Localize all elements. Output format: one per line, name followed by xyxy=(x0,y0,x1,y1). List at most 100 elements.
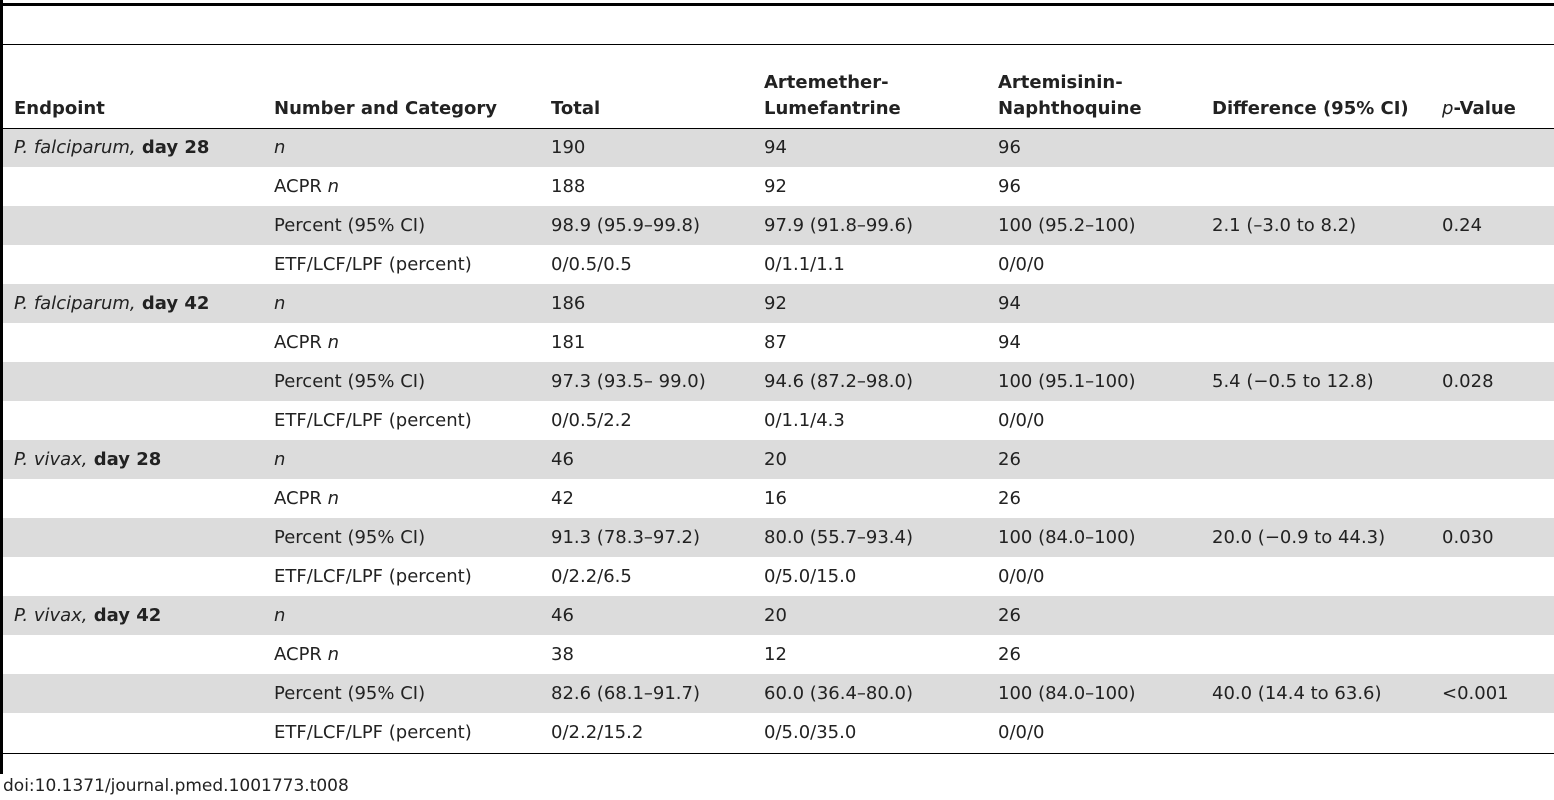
header-row: Endpoint Number and Category Total Artem… xyxy=(3,51,1554,129)
category-text: Percent (95% CI) xyxy=(274,682,426,704)
cell-endpoint: P. vivax, day 42 xyxy=(3,596,263,635)
table-row: ETF/LCF/LPF (percent) 0/2.2/6.5 0/5.0/15.0… xyxy=(3,557,1554,596)
category-text: ETF/LCF/LPF (percent) xyxy=(274,253,472,275)
cell-p-value: 0.030 xyxy=(1431,518,1554,557)
table-row: P. falciparum, day 28 n 190 94 96 xyxy=(3,128,1554,167)
top-rule xyxy=(0,3,1554,6)
cell-total: 97.3 (93.5– 99.0) xyxy=(540,362,753,401)
cell-total: 42 xyxy=(551,487,574,509)
cell-artemisinin-naphthoquine: 0/0/0 xyxy=(998,409,1045,431)
table-frame xyxy=(0,0,3,774)
cell-p-value xyxy=(1431,284,1554,323)
cell-category: n xyxy=(263,128,540,167)
category-text: Percent (95% CI) xyxy=(274,214,426,236)
cell-artemether-lumefantrine: 0/1.1/1.1 xyxy=(764,253,845,275)
cell-difference xyxy=(1201,128,1431,167)
cell-p-value: 0.24 xyxy=(1431,206,1554,245)
cell-difference: 5.4 (−0.5 to 12.8) xyxy=(1201,362,1431,401)
header-p-value: p-Value xyxy=(1431,51,1554,129)
cell-category: Percent (95% CI) xyxy=(263,206,540,245)
cell-endpoint xyxy=(3,557,263,596)
header-p-italic: p xyxy=(1442,97,1454,119)
cell-total: 38 xyxy=(551,643,574,665)
cell-artemether-lumefantrine: 87 xyxy=(764,331,787,353)
header-endpoint: Endpoint xyxy=(3,51,263,129)
cell-artemisinin-naphthoquine: 100 (95.1–100) xyxy=(987,362,1201,401)
cell-category: ACPR n xyxy=(263,635,540,674)
cell-artemisinin-naphthoquine: 100 (95.2–100) xyxy=(987,206,1201,245)
cell-difference xyxy=(1201,323,1431,362)
table-row: ETF/LCF/LPF (percent) 0/0.5/0.5 0/1.1/1.1 0… xyxy=(3,245,1554,284)
cell-difference xyxy=(1201,284,1431,323)
cell-endpoint xyxy=(3,245,263,284)
table-row: ETF/LCF/LPF (percent) 0/0.5/2.2 0/1.1/4.3 0… xyxy=(3,401,1554,440)
header-number-category: Number and Category xyxy=(263,51,540,129)
cell-p-value xyxy=(1431,557,1554,596)
cell-endpoint xyxy=(3,635,263,674)
cell-total: 46 xyxy=(540,440,753,479)
cell-total: 0/2.2/15.2 xyxy=(551,721,644,743)
cell-category: ETF/LCF/LPF (percent) xyxy=(263,557,540,596)
cell-difference xyxy=(1201,245,1431,284)
cell-p-value xyxy=(1431,479,1554,518)
cell-artemisinin-naphthoquine: 94 xyxy=(998,331,1021,353)
category-text: ACPR xyxy=(274,331,328,353)
cell-difference xyxy=(1201,596,1431,635)
cell-p-value xyxy=(1431,245,1554,284)
cell-difference xyxy=(1201,167,1431,206)
header-difference: Difference (95% CI) xyxy=(1201,51,1431,129)
category-text: Percent (95% CI) xyxy=(274,526,426,548)
cell-difference xyxy=(1201,557,1431,596)
cell-artemether-lumefantrine: 0/1.1/4.3 xyxy=(764,409,845,431)
cell-category: ETF/LCF/LPF (percent) xyxy=(263,401,540,440)
endpoint-day: day 42 xyxy=(135,292,210,314)
cell-difference xyxy=(1201,479,1431,518)
endpoint-species: P. vivax, xyxy=(14,604,88,626)
cell-artemether-lumefantrine: 16 xyxy=(764,487,787,509)
cell-endpoint xyxy=(3,674,263,713)
table-row: ACPR n 42 16 26 xyxy=(3,479,1554,518)
cell-total: 181 xyxy=(551,331,586,353)
cell-endpoint xyxy=(3,206,263,245)
cell-total: 0/0.5/0.5 xyxy=(551,253,632,275)
doi-footer: doi:10.1371/journal.pmed.1001773.t008 xyxy=(3,776,349,796)
cell-artemether-lumefantrine: 94 xyxy=(753,128,987,167)
cell-total: 82.6 (68.1–91.7) xyxy=(540,674,753,713)
category-text: ETF/LCF/LPF (percent) xyxy=(274,565,472,587)
category-n: n xyxy=(274,604,286,626)
cell-artemisinin-naphthoquine: 26 xyxy=(998,487,1021,509)
category-n: n xyxy=(274,448,286,470)
cell-total: 188 xyxy=(551,175,586,197)
table-row: ACPR n 38 12 26 xyxy=(3,635,1554,674)
header-artemether-lumefantrine: Artemether-Lumefantrine xyxy=(753,51,987,129)
cell-difference xyxy=(1201,635,1431,674)
cell-endpoint xyxy=(3,167,263,206)
cell-endpoint: P. falciparum, day 42 xyxy=(3,284,263,323)
cell-total: 0/0.5/2.2 xyxy=(551,409,632,431)
category-text: ETF/LCF/LPF (percent) xyxy=(274,721,472,743)
cell-artemisinin-naphthoquine: 0/0/0 xyxy=(998,253,1045,275)
cell-artemether-lumefantrine: 12 xyxy=(764,643,787,665)
table-row: P. vivax, day 28 n 46 20 26 xyxy=(3,440,1554,479)
category-text: ACPR xyxy=(274,175,328,197)
cell-difference: 40.0 (14.4 to 63.6) xyxy=(1201,674,1431,713)
category-n: n xyxy=(274,136,286,158)
cell-p-value xyxy=(1431,713,1554,752)
cell-category: Percent (95% CI) xyxy=(263,362,540,401)
cell-artemether-lumefantrine: 20 xyxy=(753,596,987,635)
cell-endpoint xyxy=(3,518,263,557)
cell-category: Percent (95% CI) xyxy=(263,674,540,713)
table-row: ACPR n 188 92 96 xyxy=(3,167,1554,206)
cell-endpoint: P. falciparum, day 28 xyxy=(3,128,263,167)
cell-p-value xyxy=(1431,401,1554,440)
cell-artemisinin-naphthoquine: 0/0/0 xyxy=(998,721,1045,743)
cell-category: n xyxy=(263,440,540,479)
cell-artemether-lumefantrine: 60.0 (36.4–80.0) xyxy=(753,674,987,713)
cell-artemether-lumefantrine: 92 xyxy=(753,284,987,323)
cell-artemisinin-naphthoquine: 96 xyxy=(987,128,1201,167)
cell-p-value xyxy=(1431,635,1554,674)
cell-category: n xyxy=(263,596,540,635)
category-text: ACPR xyxy=(274,487,328,509)
cell-total: 91.3 (78.3–97.2) xyxy=(540,518,753,557)
table-row: Percent (95% CI) 82.6 (68.1–91.7) 60.0 (36… xyxy=(3,674,1554,713)
